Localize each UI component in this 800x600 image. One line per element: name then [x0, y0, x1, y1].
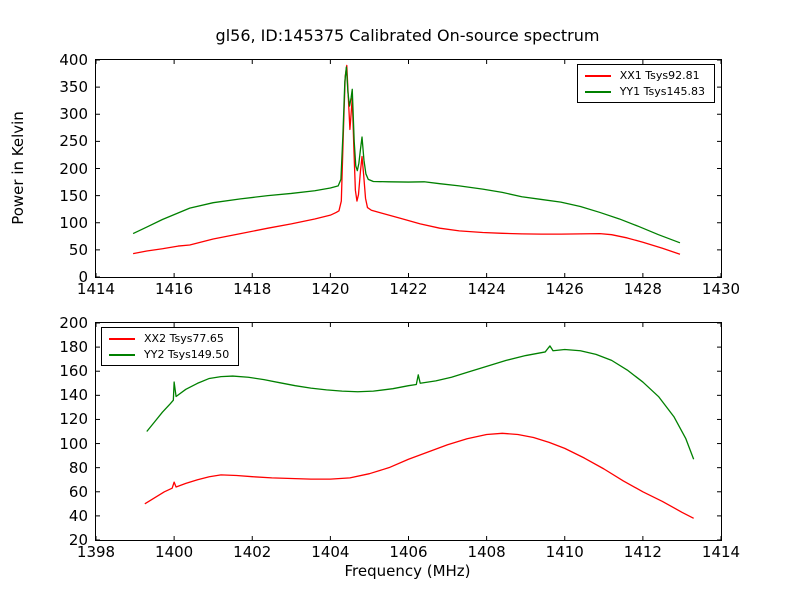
- y-tick-label: 20: [68, 531, 88, 549]
- series-line-yy1: [132, 66, 681, 244]
- legend-entry-yy2: YY2 Tsys149.50: [109, 348, 229, 361]
- y-tick-label: 40: [68, 506, 88, 525]
- y-tick-label: 350: [59, 78, 88, 97]
- legend-entry-xx2: XX2 Tsys77.65: [109, 332, 229, 345]
- series-line-xx2: [144, 432, 694, 519]
- legend-entry-yy1: YY1 Tsys145.83: [584, 85, 705, 98]
- x-tick-label: 1406: [389, 543, 428, 561]
- x-tick-label: 1424: [467, 280, 506, 298]
- xx2-line-swatch: [109, 337, 135, 340]
- y-tick-label: 120: [59, 410, 88, 429]
- y-tick-label: 100: [59, 434, 88, 453]
- y-tick-label: 200: [59, 314, 88, 332]
- bottom-legend: XX2 Tsys77.65 YY2 Tsys149.50: [101, 327, 240, 366]
- x-tick-label: 1400: [155, 543, 194, 561]
- top-subplot-axes: XX1 Tsys92.81 YY1 Tsys145.83 1414 1416 141…: [59, 51, 740, 298]
- y-tick-label: 300: [59, 105, 88, 124]
- legend-label-xx2: XX2 Tsys77.65: [144, 332, 224, 345]
- x-tick-label: 1404: [311, 543, 350, 561]
- yy1-line-swatch: [584, 90, 611, 93]
- series-line-yy2: [146, 345, 695, 460]
- y-tick-label: 50: [68, 240, 88, 259]
- x-tick-label: 1426: [545, 280, 584, 298]
- legend-label-yy1: YY1 Tsys145.83: [619, 85, 705, 98]
- y-tick-label: 200: [59, 159, 88, 178]
- y-axis-label: Power in Kelvin: [9, 111, 27, 225]
- x-tick-label: 1408: [467, 543, 506, 561]
- x-tick-label: 1398: [76, 543, 116, 561]
- y-tick-label: 100: [59, 213, 88, 232]
- bottom-subplot-plot-area: [96, 323, 721, 540]
- legend-label-yy2: YY2 Tsys149.50: [144, 348, 230, 361]
- series-line-xx1: [132, 64, 681, 255]
- top-legend: XX1 Tsys92.81 YY1 Tsys145.83: [576, 64, 715, 103]
- x-tick-label: 1414: [701, 543, 741, 561]
- y-tick-label: 0: [78, 268, 88, 286]
- legend-label-xx1: XX1 Tsys92.81: [619, 69, 700, 82]
- y-tick-label: 60: [68, 482, 88, 501]
- x-tick-label: 1418: [233, 280, 272, 298]
- legend-entry-xx1: XX1 Tsys92.81: [584, 69, 705, 82]
- x-tick-label: 1420: [311, 280, 350, 298]
- x-axis-label: Frequency (MHz): [344, 562, 471, 580]
- x-tick-label: 1414: [76, 280, 116, 298]
- y-tick-label: 160: [59, 362, 88, 381]
- bottom-subplot-axes: XX2 Tsys77.65 YY2 Tsys149.50 1398 1400 140…: [59, 314, 740, 561]
- x-tick-label: 1410: [545, 543, 584, 561]
- y-tick-label: 140: [59, 386, 88, 405]
- y-tick-label: 250: [59, 132, 88, 151]
- x-tick-label: 1416: [155, 280, 194, 298]
- x-tick-label: 1412: [623, 543, 662, 561]
- x-tick-label: 1430: [701, 280, 741, 298]
- yy2-line-swatch: [109, 353, 135, 356]
- x-tick-label: 1422: [389, 280, 428, 298]
- y-tick-label: 150: [59, 186, 88, 205]
- xx1-line-swatch: [584, 74, 611, 77]
- x-tick-label: 1402: [233, 543, 272, 561]
- y-tick-label: 180: [59, 338, 88, 357]
- chart-title: gl56, ID:145375 Calibrated On-source spe…: [215, 26, 600, 45]
- y-tick-label: 400: [59, 51, 88, 69]
- y-tick-label: 80: [68, 458, 88, 477]
- x-tick-label: 1428: [623, 280, 662, 298]
- top-subplot-plot-area: [96, 60, 721, 277]
